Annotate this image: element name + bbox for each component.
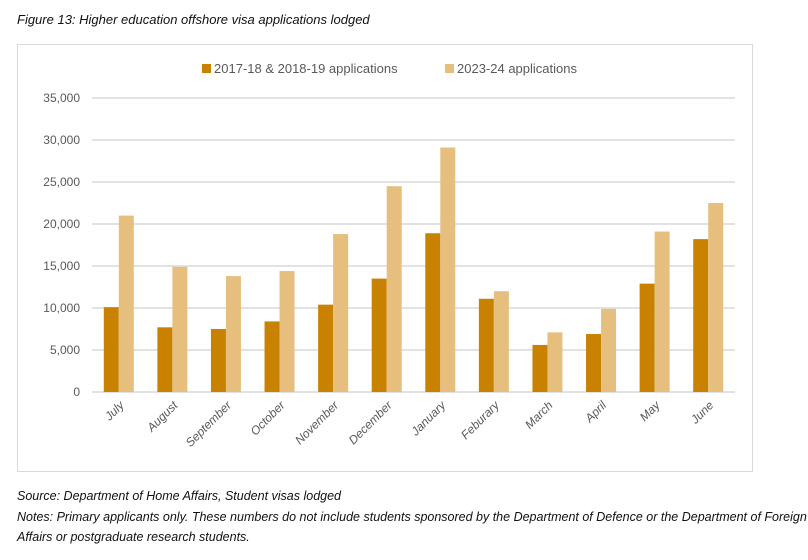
y-tick-label: 15,000 (43, 259, 80, 273)
bar-2023-24-june (708, 203, 724, 392)
legend-swatch (202, 64, 211, 73)
legend-swatch (445, 64, 454, 73)
x-tick-label: June (687, 398, 716, 427)
x-tick-label: April (582, 398, 610, 426)
bar-2023-24-january (440, 147, 456, 392)
x-tick-label: May (637, 398, 664, 425)
y-tick-label: 10,000 (43, 301, 80, 315)
bar-baseline-feburary (478, 298, 494, 392)
legend-label: 2017-18 & 2018-19 applications (214, 61, 398, 76)
bar-2023-24-october (279, 271, 295, 392)
bar-baseline-december (371, 278, 387, 392)
bar-2023-24-august (172, 266, 188, 392)
chart-frame (17, 44, 753, 472)
bar-2023-24-september (225, 276, 241, 392)
y-tick-label: 30,000 (43, 133, 80, 147)
x-tick-label: December (346, 398, 396, 448)
x-tick-label: September (183, 398, 235, 450)
bar-2023-24-april (601, 308, 617, 392)
x-tick-label: October (248, 398, 289, 439)
bar-2023-24-may (654, 231, 670, 392)
bar-baseline-august (157, 327, 173, 392)
bar-2023-24-december (386, 186, 402, 392)
y-tick-label: 20,000 (43, 217, 80, 231)
figure-title: Figure 13: Higher education offshore vis… (17, 12, 370, 27)
y-tick-label: 25,000 (43, 175, 80, 189)
bar-baseline-july (103, 307, 119, 392)
bar-baseline-march (532, 344, 548, 392)
x-tick-label: November (292, 398, 342, 448)
gridlines (92, 97, 735, 393)
bar-baseline-september (210, 329, 226, 392)
y-axis-ticks: 0 5,000 10,000 15,000 20,000 25,000 30,000 35,0… (43, 91, 80, 399)
bar-2023-24-march (547, 332, 563, 392)
bar-2023-24-november (333, 234, 349, 392)
y-tick-label: 5,000 (50, 343, 80, 357)
y-tick-label: 35,000 (43, 91, 80, 105)
legend: 2017-18 & 2018-19 applications 2023-24 ap… (202, 61, 577, 76)
x-tick-label: Feburary (458, 398, 503, 443)
bar-baseline-april (586, 334, 602, 392)
bar-baseline-june (693, 239, 709, 392)
bar-2023-24-july (118, 215, 134, 392)
x-tick-label: March (522, 398, 556, 432)
bar-2023-24-feburary (493, 291, 509, 392)
bar-baseline-november (318, 304, 334, 392)
legend-label: 2023-24 applications (457, 61, 577, 76)
x-tick-label: August (143, 398, 180, 435)
bar-baseline-january (425, 233, 441, 392)
x-axis-ticks: July August September October November Decemb… (101, 398, 716, 450)
y-tick-label: 0 (73, 385, 80, 399)
notes-text: Notes: Primary applicants only. These nu… (17, 510, 807, 544)
bar-baseline-may (639, 283, 655, 392)
bars (103, 147, 724, 392)
x-tick-label: January (408, 398, 450, 440)
x-tick-label: July (101, 398, 127, 424)
bar-baseline-october (264, 321, 280, 392)
source-note: Source: Department of Home Affairs, Stud… (17, 489, 342, 503)
